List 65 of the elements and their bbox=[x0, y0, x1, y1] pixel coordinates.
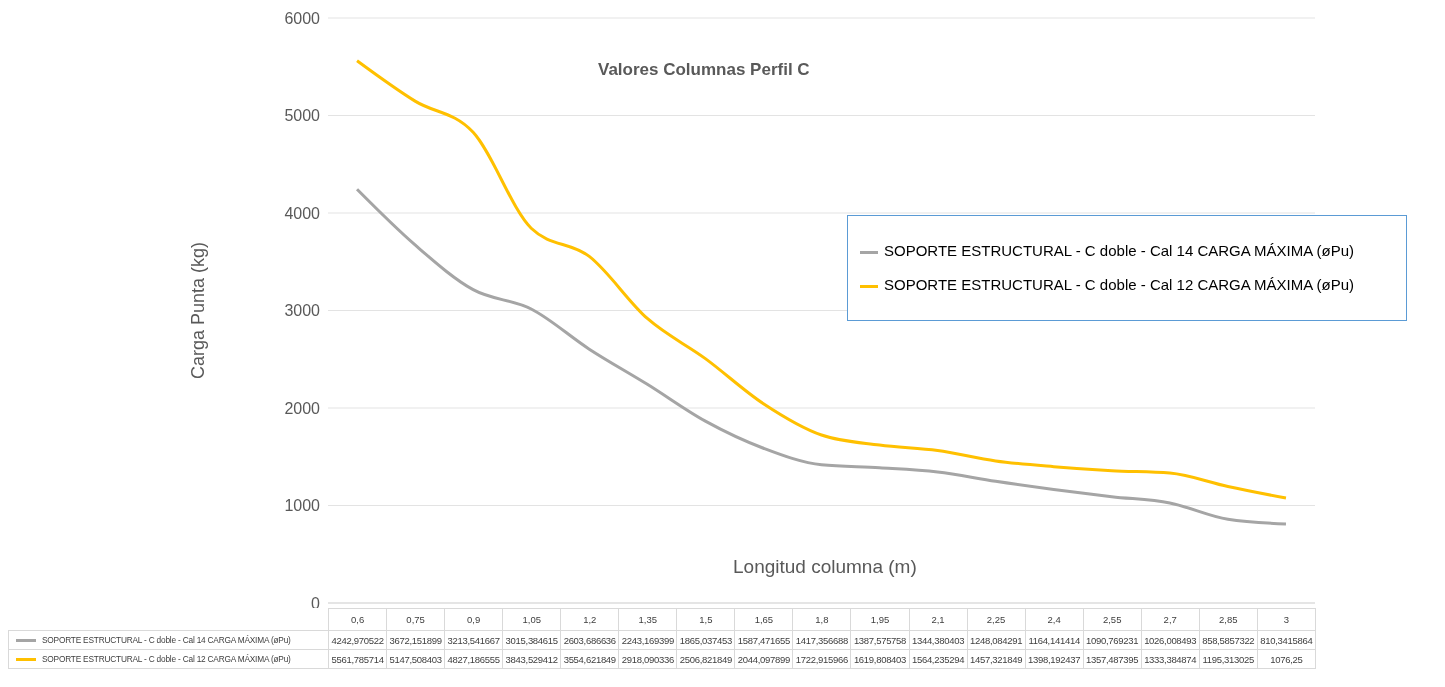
data-label: 2603,686636 bbox=[560, 630, 619, 650]
y-tick-label: 2000 bbox=[284, 399, 321, 417]
y-tick-label: 5000 bbox=[284, 107, 321, 125]
data-label: 1357,487395 bbox=[1083, 649, 1142, 669]
legend-label: SOPORTE ESTRUCTURAL - C doble - Cal 14 CARGA MÁXIMA (øPu) bbox=[884, 242, 1355, 259]
x-tick-label: 1,65 bbox=[734, 608, 793, 631]
data-label: 3015,384615 bbox=[502, 630, 561, 650]
data-label: 1026,008493 bbox=[1141, 630, 1200, 650]
data-label: 2918,090336 bbox=[618, 649, 677, 669]
data-label: 1248,084291 bbox=[967, 630, 1026, 650]
data-label: 1076,25 bbox=[1257, 649, 1316, 669]
x-tick-label: 1,2 bbox=[560, 608, 619, 631]
data-label: 4827,186555 bbox=[444, 649, 503, 669]
y-tick-label: 0 bbox=[311, 594, 321, 612]
data-label: 1387,575758 bbox=[850, 630, 910, 650]
x-axis-title: Longitud columna (m) bbox=[733, 556, 917, 578]
x-tick-label: 1,95 bbox=[850, 608, 910, 631]
data-label: 1417,356688 bbox=[792, 630, 851, 650]
x-tick-label: 0,9 bbox=[444, 608, 503, 631]
x-tick-label: 2,25 bbox=[967, 608, 1026, 631]
y-tick-label: 4000 bbox=[284, 204, 321, 222]
data-label: 4242,970522 bbox=[328, 630, 387, 650]
data-label: 810,3415864 bbox=[1257, 630, 1316, 650]
data-label: 1195,313025 bbox=[1199, 649, 1258, 669]
y-tick-label: 6000 bbox=[284, 9, 321, 27]
data-label: 1333,384874 bbox=[1141, 649, 1200, 669]
data-label: 1564,235294 bbox=[909, 649, 968, 669]
data-label: 1865,037453 bbox=[676, 630, 735, 650]
data-label: 3672,151899 bbox=[386, 630, 445, 650]
data-label: 1722,915966 bbox=[792, 649, 851, 669]
x-tick-label: 0,6 bbox=[328, 608, 387, 631]
data-label: 5147,508403 bbox=[386, 649, 445, 669]
data-label: 3843,529412 bbox=[502, 649, 561, 669]
data-label: 2506,821849 bbox=[676, 649, 735, 669]
data-label: 2243,169399 bbox=[618, 630, 677, 650]
x-tick-label: 1,35 bbox=[618, 608, 677, 631]
data-label: 1457,321849 bbox=[967, 649, 1026, 669]
text: SOPORTE ESTRUCTURAL - C doble - Cal 14 CARGA MÁXIMA (øPu) bbox=[42, 635, 291, 645]
data-label: 858,5857322 bbox=[1199, 630, 1258, 650]
data-label: 1619,808403 bbox=[850, 649, 910, 669]
text: Valores Columnas Perfil C bbox=[598, 60, 810, 80]
x-tick-label: 0,75 bbox=[386, 608, 445, 631]
data-label: 1090,769231 bbox=[1083, 630, 1142, 650]
text: SOPORTE ESTRUCTURAL - C doble - Cal 12 CARGA MÁXIMA (øPu) bbox=[42, 654, 291, 664]
y-axis-title: Carga Punta (kg) bbox=[188, 241, 209, 380]
data-label: 2044,097899 bbox=[734, 649, 793, 669]
data-label: 5561,785714 bbox=[328, 649, 387, 669]
x-tick-label: 1,8 bbox=[792, 608, 851, 631]
x-tick-label: 2,4 bbox=[1025, 608, 1084, 631]
data-label: 1398,192437 bbox=[1025, 649, 1084, 669]
data-label: 1587,471655 bbox=[734, 630, 793, 650]
x-tick-label: 2,7 bbox=[1141, 608, 1200, 631]
legend-label: SOPORTE ESTRUCTURAL - C doble - Cal 12 CARGA MÁXIMA (øPu) bbox=[884, 276, 1355, 293]
data-label: 1344,380403 bbox=[909, 630, 968, 650]
x-tick-label: 2,55 bbox=[1083, 608, 1142, 631]
data-label: 3213,541667 bbox=[444, 630, 503, 650]
data-label: 1164,141414 bbox=[1025, 630, 1084, 650]
x-tick-label: 3 bbox=[1257, 608, 1316, 631]
y-tick-label: 1000 bbox=[284, 497, 321, 515]
x-tick-label: 1,05 bbox=[502, 608, 561, 631]
x-tick-label: 2,85 bbox=[1199, 608, 1258, 631]
x-tick-label: 1,5 bbox=[676, 608, 735, 631]
y-tick-label: 3000 bbox=[284, 302, 321, 320]
data-label: 3554,621849 bbox=[560, 649, 619, 669]
x-tick-label: 2,1 bbox=[909, 608, 968, 631]
